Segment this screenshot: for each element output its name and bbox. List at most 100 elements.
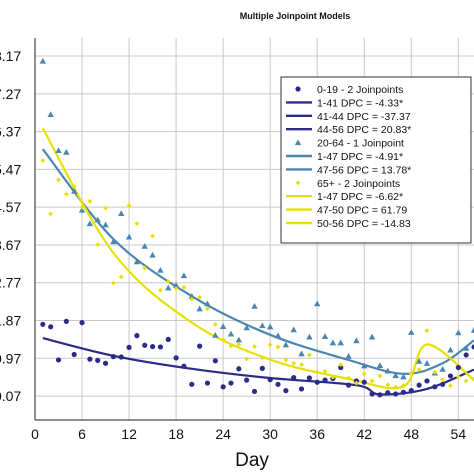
- g2-point: [188, 292, 195, 299]
- g2-point: [368, 333, 376, 340]
- g3-point: [377, 373, 383, 379]
- axes: [34, 38, 474, 421]
- g2-point: [235, 336, 243, 343]
- g2-point: [180, 272, 188, 279]
- g3-point: [455, 374, 461, 380]
- g3-point: [385, 382, 391, 388]
- g3-point: [432, 369, 438, 375]
- g3-point: [236, 342, 242, 347]
- g2-point: [172, 282, 180, 288]
- g2-point: [447, 346, 454, 353]
- g1-fit-line: [42, 337, 474, 396]
- g3-point: [401, 383, 406, 388]
- g2-point: [55, 147, 62, 154]
- y-tick-label: 8.17: [0, 48, 21, 64]
- x-tick-label: 54: [451, 426, 467, 442]
- g1-point: [345, 382, 352, 388]
- g3-point: [110, 280, 116, 286]
- g1-point: [259, 365, 265, 371]
- g1-point: [63, 318, 69, 324]
- g3-point: [346, 375, 351, 381]
- grid: [34, 38, 474, 420]
- g3-point: [181, 284, 187, 290]
- g1-point: [314, 379, 320, 385]
- g1-point: [267, 377, 273, 383]
- g1-point: [95, 357, 101, 363]
- legend-label: 65+ - 2 Joinpoints: [317, 178, 400, 190]
- legend-label: 50-56 DPC = -14.83: [317, 218, 411, 230]
- g3-point: [189, 296, 195, 302]
- y-tick-label: 5.47: [0, 161, 21, 177]
- x-tick-label: 18: [168, 426, 184, 442]
- g1-point: [385, 390, 391, 396]
- g3-point: [448, 383, 453, 388]
- g3-point: [212, 321, 218, 327]
- g2-point: [400, 373, 407, 380]
- g2-point: [266, 323, 274, 330]
- g2-point: [157, 266, 164, 273]
- y-tick-label: 6.37: [0, 124, 21, 140]
- g2-point: [408, 329, 415, 335]
- g2-point: [290, 326, 297, 333]
- g1-point: [220, 384, 226, 390]
- g1-point: [275, 381, 281, 387]
- x-tick-label: 42: [356, 426, 372, 442]
- y-tick-labels: 0.07 0.97 1.87 2.77 3.67 4.57 5.47 6.37 7.27 8.17: [0, 48, 21, 404]
- chart-title: Multiple Joinpoint Models: [240, 11, 351, 21]
- legend-label: 44-56 DPC = 20.83*: [317, 124, 411, 136]
- g3-point: [275, 344, 281, 350]
- g2-point: [353, 337, 360, 344]
- g2-point: [219, 323, 227, 329]
- g2-point: [455, 329, 462, 336]
- g3-point: [95, 242, 101, 247]
- g3-point: [463, 378, 469, 384]
- g2-point: [78, 206, 86, 213]
- g1-point: [463, 352, 469, 358]
- g1-point: [322, 377, 328, 383]
- g1-point: [291, 375, 297, 381]
- g2-point: [243, 324, 250, 331]
- g3-point: [416, 367, 422, 373]
- g1-point: [40, 321, 46, 327]
- g2-point: [125, 233, 133, 240]
- g3-point: [63, 191, 69, 197]
- g3-point: [205, 306, 210, 312]
- legend-label: 47-56 DPC = 13.78*: [317, 164, 411, 176]
- g3-point: [118, 274, 124, 280]
- g3-point: [48, 211, 54, 217]
- legend-label: 41-44 DPC = -37.37: [317, 111, 411, 123]
- g3-point: [40, 158, 46, 163]
- g3-point: [150, 233, 155, 239]
- g2-point: [47, 111, 54, 117]
- g3-point: [283, 357, 289, 363]
- g1-point: [432, 384, 438, 390]
- g3-point: [103, 205, 108, 211]
- g2-point: [149, 251, 156, 258]
- g1-point: [377, 392, 383, 398]
- legend-label: 1-47 DPC = -6.62*: [317, 191, 403, 203]
- g1-point: [236, 366, 242, 372]
- g1-point: [306, 375, 312, 381]
- g1-point: [471, 344, 474, 350]
- g2-point: [321, 333, 329, 340]
- y-tick-label: 3.67: [0, 237, 21, 253]
- x-tick-label: 48: [403, 426, 419, 442]
- g2-point: [384, 367, 391, 374]
- g2-point: [439, 366, 446, 372]
- g3-point: [71, 184, 77, 190]
- g3-point: [369, 378, 375, 384]
- g2-point: [306, 333, 313, 340]
- g1-point: [400, 389, 407, 395]
- g3-point: [228, 343, 234, 349]
- g1-point: [181, 363, 187, 369]
- g3-point: [252, 344, 257, 349]
- g1-point: [416, 382, 422, 388]
- g3-point: [299, 362, 304, 367]
- g2-point: [141, 243, 148, 249]
- g1-point: [142, 342, 148, 348]
- g1-point: [408, 388, 414, 394]
- g1-point: [251, 388, 258, 395]
- g3-point: [197, 295, 203, 300]
- g1-point: [79, 320, 85, 326]
